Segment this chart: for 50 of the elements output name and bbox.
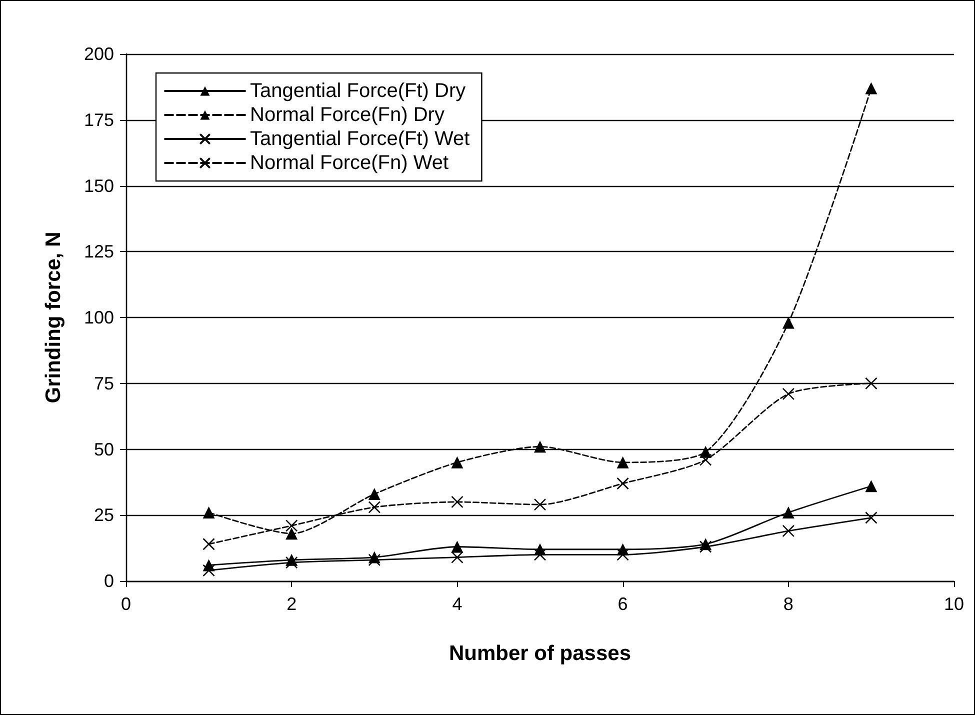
point: [865, 377, 878, 390]
point: [451, 456, 464, 468]
legend-label: Tangential Force(Ft) Dry: [250, 80, 466, 102]
point: [285, 520, 298, 532]
point: [451, 551, 464, 564]
x-tick-label: 0: [120, 594, 132, 614]
x-tick-label: 6: [618, 594, 628, 614]
point: [451, 496, 464, 508]
point: [202, 538, 215, 550]
point: [782, 316, 794, 329]
y-tick-label: 75: [94, 373, 114, 394]
y-axis-title: Grinding force, N: [42, 232, 65, 404]
point: [699, 540, 712, 553]
point: [699, 454, 712, 466]
point: [782, 388, 795, 400]
point: [368, 554, 381, 566]
x-tick-label: 4: [452, 594, 462, 614]
legend-label: Tangential Force(Ft) Wet: [250, 128, 470, 150]
point: [285, 556, 298, 569]
y-tick-label: 150: [84, 176, 114, 196]
point: [782, 524, 795, 538]
y-tick-label: 175: [84, 110, 114, 130]
x-tick-label: 8: [783, 594, 794, 614]
y-tick-label: 125: [84, 242, 114, 262]
y-tick-label: 200: [84, 44, 114, 64]
legend-label: Normal Force(Fn) Wet: [250, 152, 449, 174]
point: [616, 477, 629, 490]
point: [782, 506, 794, 518]
point: [865, 512, 878, 524]
point: [202, 506, 215, 518]
point: [534, 498, 546, 511]
point: [286, 528, 298, 540]
point: [616, 456, 629, 468]
x-tick-label: 2: [286, 594, 297, 614]
point: [865, 82, 878, 94]
point: [616, 548, 629, 561]
x-tick-label: 10: [944, 594, 964, 614]
y-tick-label: 100: [84, 308, 114, 328]
point: [202, 564, 215, 577]
point: [534, 548, 546, 561]
point: [368, 501, 381, 514]
y-tick-label: 0: [104, 571, 114, 591]
y-tick-label: 25: [94, 505, 114, 526]
point: [368, 488, 380, 500]
point: [865, 480, 878, 492]
legend-label: Normal Force(Fn) Dry: [250, 104, 444, 126]
point: [451, 540, 464, 553]
point: [534, 440, 546, 453]
x-axis-title: Number of passes: [448, 642, 632, 665]
y-tick-label: 50: [94, 439, 114, 460]
